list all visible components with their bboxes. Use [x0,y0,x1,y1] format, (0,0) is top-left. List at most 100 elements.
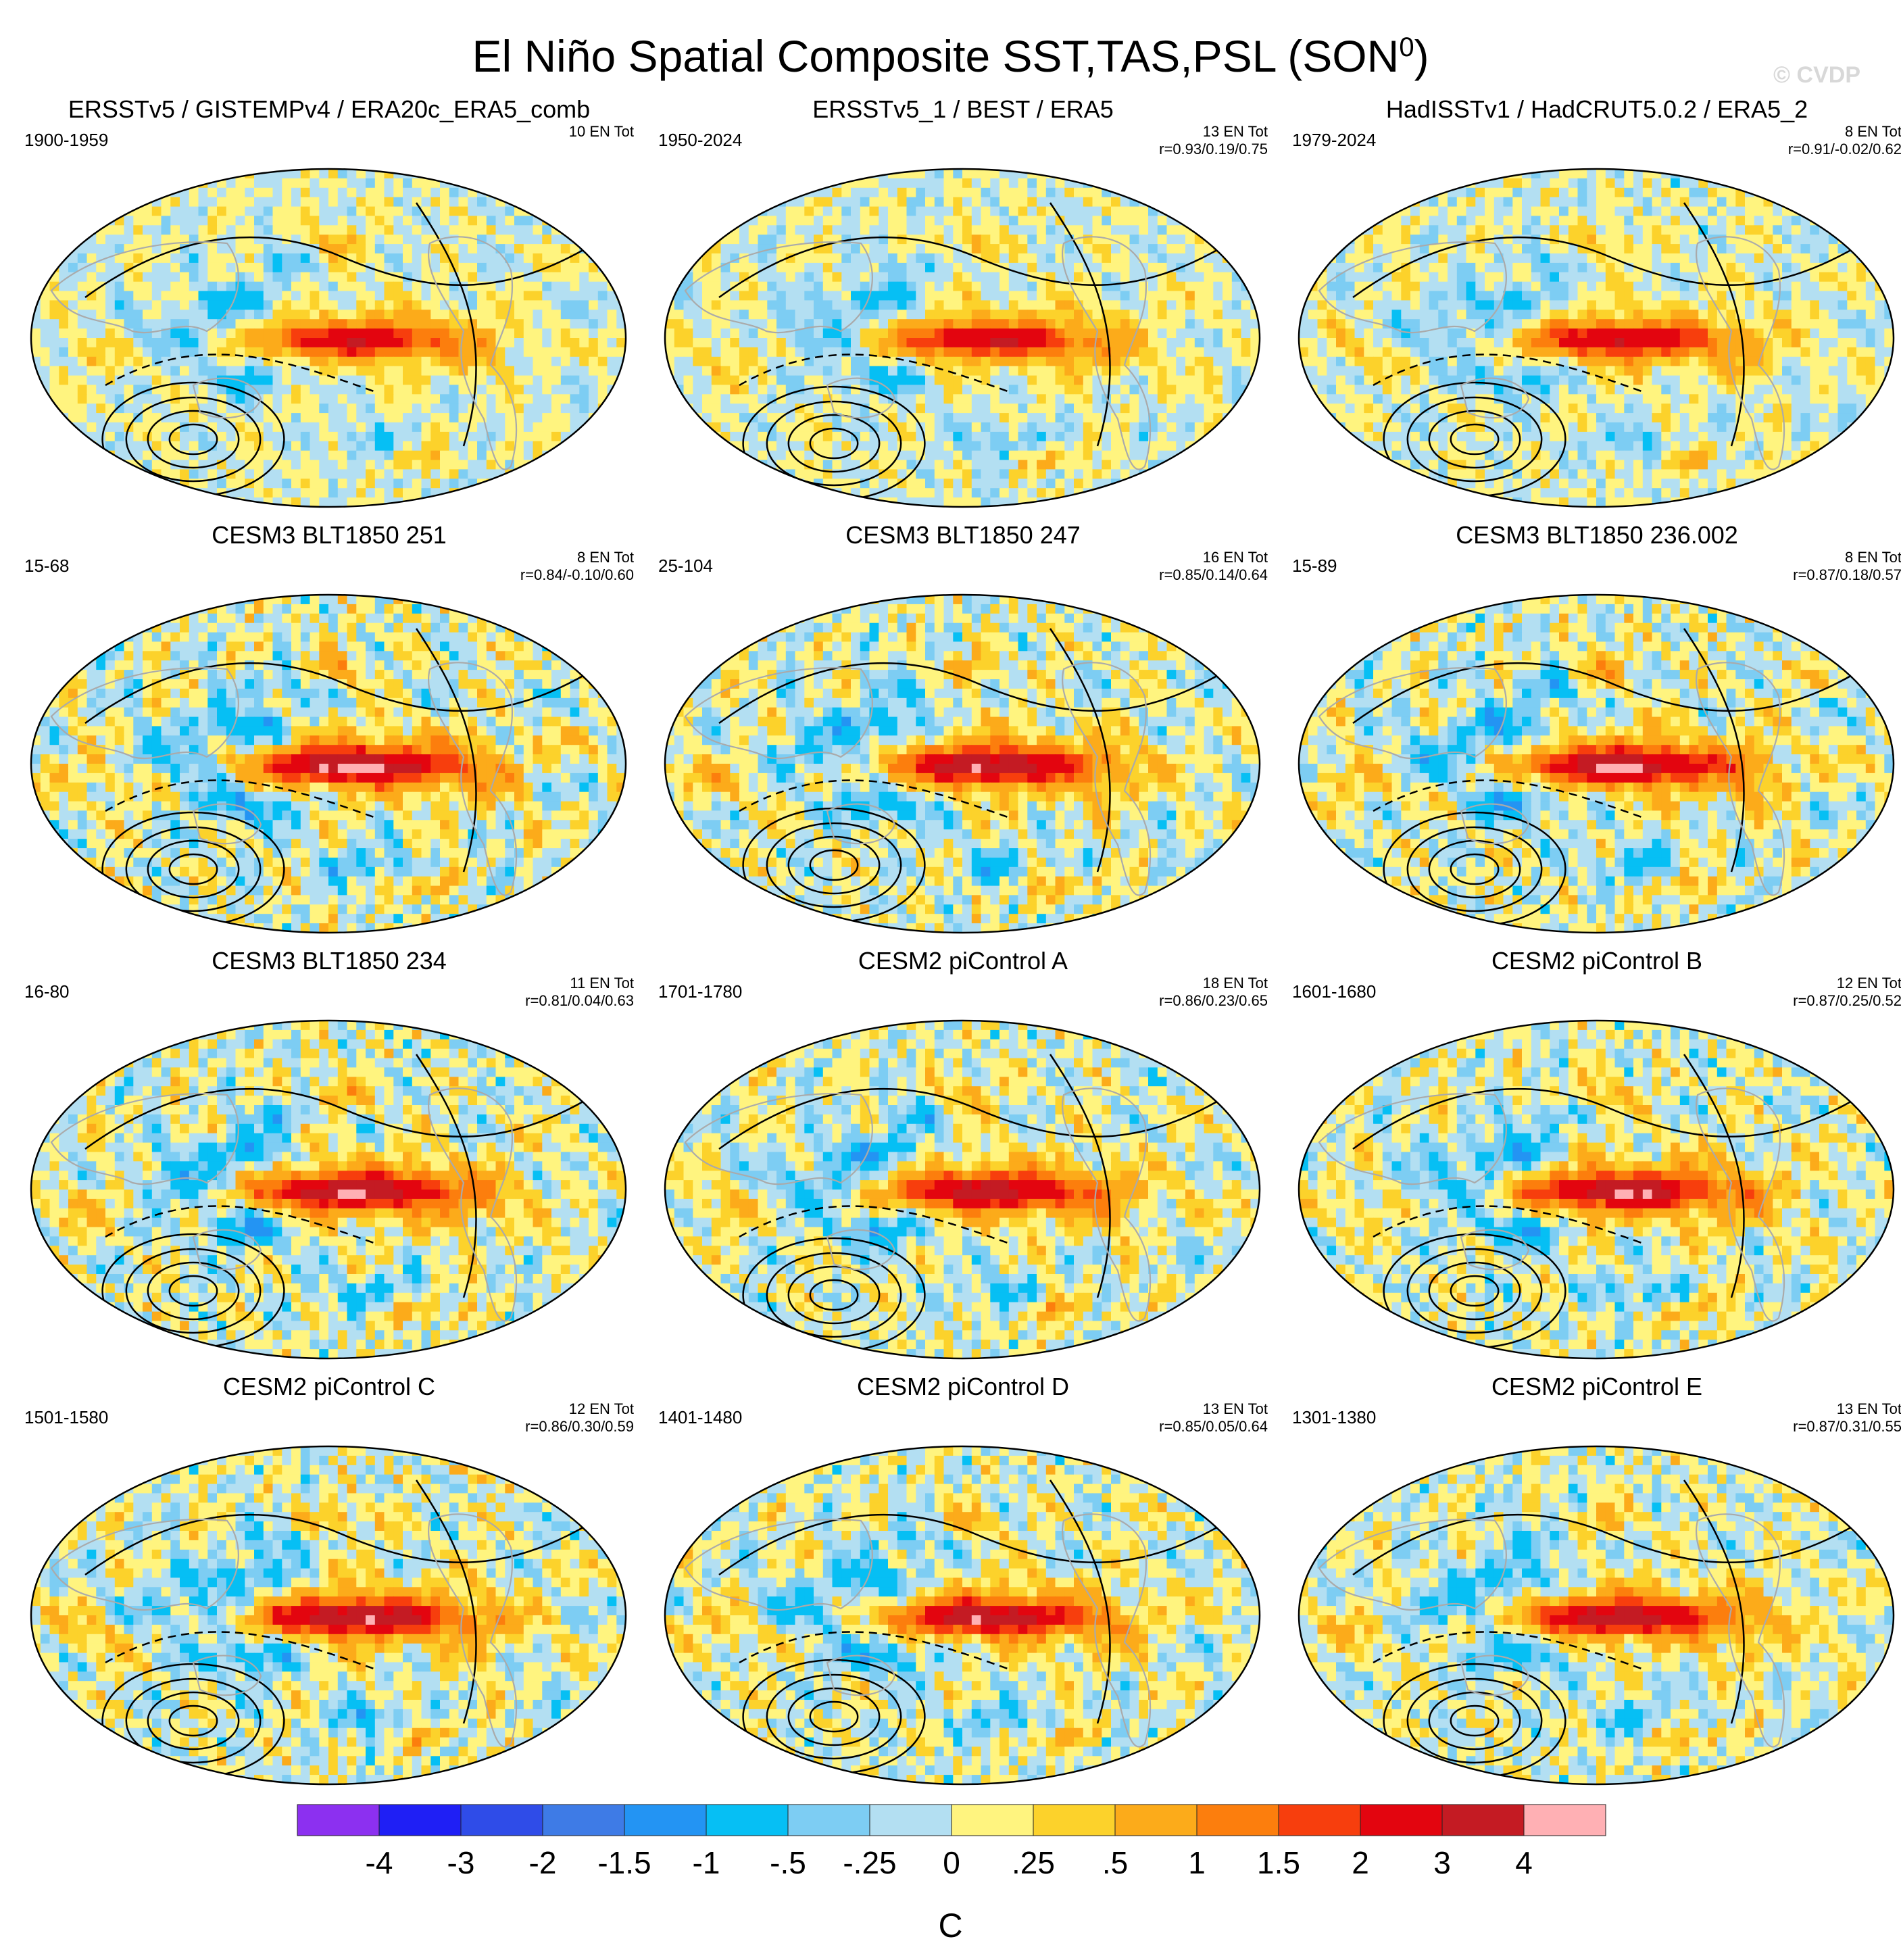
grid-cell [133,488,143,498]
grid-cell [1111,197,1121,207]
grid-cell [1027,235,1037,245]
grid-cell [96,450,106,461]
grid-cell [999,422,1010,433]
grid-cell [1018,356,1028,367]
grid-cell [1847,169,1857,179]
grid-cell [1308,216,1318,226]
grid-cell [505,244,515,254]
grid-cell [748,431,759,442]
grid-cell [589,356,599,367]
grid-cell [1204,187,1214,198]
grid-cell [430,319,441,329]
grid-cell [693,272,703,283]
grid-cell [869,197,879,207]
grid-cell [739,469,749,479]
grid-cell [879,216,889,226]
grid-cell [1064,338,1075,348]
grid-cell [1522,197,1532,207]
grid-cell [579,338,589,348]
grid-cell [804,235,814,245]
grid-cell [1074,328,1084,339]
grid-cell [477,375,487,386]
grid-cell [693,431,703,442]
grid-cell [1176,253,1186,264]
grid-cell [1577,206,1587,217]
grid-cell [458,385,468,395]
grid-cell [702,347,712,358]
grid-cell [720,479,731,489]
grid-cell [374,394,385,404]
grid-cell [916,403,926,414]
grid-cell [347,422,357,433]
grid-cell [263,187,274,198]
panel-years: 1979-2024 [1292,130,1376,150]
grid-cell [739,225,749,235]
grid-cell [1185,450,1195,461]
grid-cell [263,479,274,489]
grid-cell [1223,272,1233,283]
grid-cell [347,488,357,498]
grid-cell [832,422,842,433]
grid-cell [374,479,385,489]
grid-cell [198,206,208,217]
grid-cell [999,244,1010,254]
grid-cell [869,479,879,489]
grid-cell [804,206,814,217]
grid-cell [272,300,282,310]
grid-cell [366,413,376,423]
grid-cell [384,235,394,245]
grid-cell [403,479,413,489]
grid-cell [943,187,954,198]
grid-cell [403,244,413,254]
grid-cell [860,319,870,329]
grid-cell [607,253,617,264]
grid-cell [990,479,1000,489]
grid-cell [739,488,749,498]
grid-cell [77,281,88,292]
grid-cell [822,272,833,283]
grid-cell [795,422,805,433]
grid-cell [971,206,982,217]
grid-cell [458,169,468,179]
grid-cell [449,291,460,301]
grid-cell [486,413,497,423]
grid-cell [226,281,237,292]
grid-cell [1856,178,1867,189]
grid-cell [1092,347,1102,358]
grid-cell [300,347,311,358]
grid-cell [523,385,534,395]
grid-cell [1596,197,1606,207]
grid-cell [551,403,562,414]
grid-cell [990,469,1000,479]
grid-cell [560,394,571,404]
grid-cell [1354,187,1364,198]
grid-cell [449,497,460,507]
grid-cell [1250,187,1260,198]
grid-cell [337,206,348,217]
grid-cell [943,450,954,461]
grid-cell [393,366,403,376]
grid-cell [366,431,376,442]
grid-cell [114,253,125,264]
grid-cell [822,497,833,507]
grid-cell [1111,328,1121,339]
grid-cell [1754,169,1764,179]
grid-cell [1157,281,1168,292]
grid-cell [40,403,51,414]
grid-cell [1550,197,1560,207]
grid-cell [1018,216,1028,226]
grid-cell [1111,366,1121,376]
grid-cell [860,187,870,198]
grid-cell [1018,319,1028,329]
grid-cell [366,394,376,404]
grid-cell [347,460,357,470]
grid-cell [674,347,685,358]
grid-cell [235,488,245,498]
grid-cell [888,281,898,292]
grid-cell [449,206,460,217]
grid-cell [468,441,478,451]
grid-cell [981,441,991,451]
grid-cell [971,328,982,339]
grid-cell [291,497,301,507]
grid-cell [124,366,134,376]
